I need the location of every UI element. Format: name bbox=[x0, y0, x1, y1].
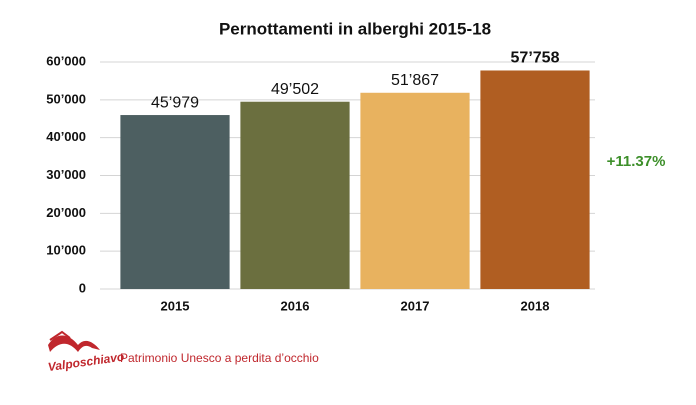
bar bbox=[240, 101, 350, 289]
x-tick-label: 2018 bbox=[521, 298, 550, 313]
x-tick-label: 2015 bbox=[161, 298, 190, 313]
y-tick-label: 60’000 bbox=[46, 53, 86, 68]
logo: Valposchiavo bbox=[47, 330, 125, 375]
value-label: 49’502 bbox=[271, 81, 319, 98]
value-label: 51’867 bbox=[391, 72, 439, 89]
y-tick-label: 50’000 bbox=[46, 91, 86, 106]
value-label: 57’758 bbox=[511, 50, 560, 67]
y-tick-label: 10’000 bbox=[46, 243, 86, 258]
value-label: 45’979 bbox=[151, 94, 199, 111]
logo-line bbox=[49, 330, 71, 341]
y-tick-label: 40’000 bbox=[46, 129, 86, 144]
annotation: +11.37% bbox=[607, 153, 666, 170]
y-tick-label: 30’000 bbox=[46, 167, 86, 182]
chart-title: Pernottamenti in alberghi 2015-18 bbox=[219, 19, 491, 38]
x-tick-label: 2016 bbox=[281, 298, 310, 313]
y-tick-label: 20’000 bbox=[46, 205, 86, 220]
y-tick-label: 0 bbox=[79, 280, 86, 295]
bar bbox=[480, 70, 590, 289]
slogan: Patrimonio Unesco a perdita d’occhio bbox=[120, 351, 319, 365]
x-tick-label: 2017 bbox=[401, 298, 430, 313]
logo-text: Valposchiavo bbox=[47, 350, 125, 375]
logo-mark bbox=[48, 335, 100, 352]
bar bbox=[360, 92, 470, 289]
bar bbox=[120, 115, 230, 290]
